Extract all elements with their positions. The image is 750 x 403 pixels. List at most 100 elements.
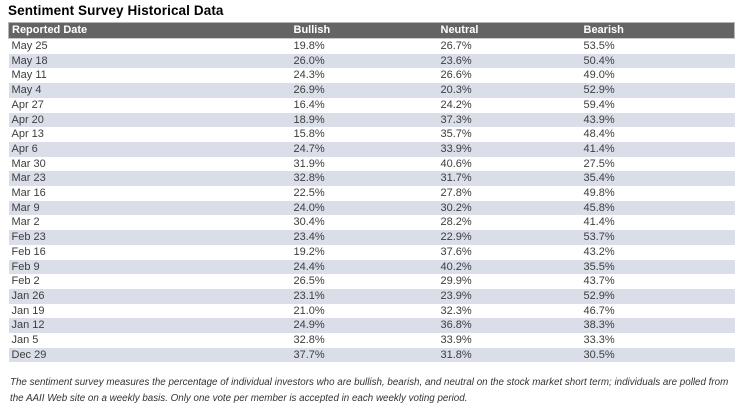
table-row: Jan 19 21.0% 32.3% 46.7%	[9, 304, 735, 319]
table-row: Apr 20 18.9% 37.3% 43.9%	[8, 112, 735, 128]
reported-date-cell: May 25	[11, 40, 48, 52]
percentage-cell: 22.9%	[440, 231, 472, 244]
reported-date-cell: Apr 20	[11, 113, 44, 126]
percentage-cell: 40.6%	[440, 157, 472, 170]
table-row: Mar 9 24.0% 30.2% 45.8%	[8, 200, 735, 216]
percentage-cell: 37.6%	[440, 245, 472, 258]
percentage-cell: 45.8%	[583, 201, 615, 214]
percentage-cell: 30.4%	[293, 216, 325, 229]
percentage-cell: 29.9%	[440, 275, 472, 288]
table-row: Feb 2 26.5% 29.9% 43.7%	[9, 274, 735, 289]
reported-date-cell: Mar 2	[11, 216, 40, 229]
table-row: Dec 29 37.7% 31.8% 30.5%	[8, 347, 735, 363]
percentage-cell: 41.4%	[583, 142, 615, 155]
table-row: Apr 6 24.7% 33.9% 41.4%	[8, 141, 735, 157]
reported-date-cell: Jan 5	[11, 334, 39, 347]
percentage-cell: 23.1%	[293, 289, 325, 302]
percentage-cell: 30.2%	[440, 201, 472, 214]
percentage-cell: 26.0%	[293, 54, 325, 67]
percentage-cell: 49.0%	[583, 69, 615, 82]
percentage-cell: 46.7%	[583, 304, 615, 317]
percentage-cell: 20.3%	[440, 84, 472, 97]
percentage-cell: 36.8%	[440, 319, 472, 332]
percentage-cell: 16.4%	[293, 98, 325, 111]
percentage-cell: 53.7%	[583, 231, 615, 244]
percentage-cell: 23.6%	[440, 54, 472, 67]
percentage-cell: 43.7%	[583, 275, 615, 288]
table-row: Jan 5 32.8% 33.9% 33.3%	[9, 333, 735, 348]
percentage-cell: 37.3%	[440, 113, 472, 126]
percentage-cell: 35.7%	[440, 128, 472, 141]
page-title: Sentiment Survey Historical Data	[8, 3, 224, 18]
percentage-cell: 19.8%	[293, 40, 325, 52]
table-row: Mar 23 32.8% 31.7% 35.4%	[8, 171, 735, 187]
reported-date-cell: May 11	[11, 69, 47, 82]
percentage-cell: 33.9%	[440, 142, 472, 155]
col-header-bullish: Bullish	[290, 22, 438, 39]
table-row: Feb 23 23.4% 22.9% 53.7%	[8, 230, 735, 245]
percentage-cell: 31.8%	[440, 348, 472, 361]
reported-date-cell: Feb 2	[11, 275, 40, 288]
percentage-cell: 43.9%	[583, 113, 615, 126]
percentage-cell: 49.8%	[583, 187, 615, 200]
percentage-cell: 32.3%	[440, 304, 472, 317]
percentage-cell: 28.2%	[440, 216, 472, 229]
percentage-cell: 27.5%	[583, 157, 615, 170]
percentage-cell: 38.3%	[583, 319, 615, 332]
percentage-cell: 26.7%	[440, 40, 472, 52]
percentage-cell: 26.6%	[440, 69, 472, 82]
footnote: The sentiment survey measures the percen…	[10, 377, 729, 403]
percentage-cell: 33.9%	[440, 334, 472, 347]
percentage-cell: 32.8%	[293, 172, 325, 185]
percentage-cell: 52.9%	[583, 84, 615, 97]
reported-date-cell: May 18	[11, 54, 48, 67]
reported-date-cell: Dec 29	[11, 348, 47, 361]
percentage-cell: 24.0%	[293, 201, 325, 214]
reported-date-cell: Mar 16	[11, 187, 46, 200]
percentage-cell: 40.2%	[440, 260, 472, 273]
col-header-reported-date: Reported Date	[8, 22, 291, 39]
percentage-cell: 18.9%	[293, 113, 325, 126]
table-row: May 4 26.9% 20.3% 52.9%	[8, 83, 735, 98]
reported-date-cell: Mar 9	[11, 201, 40, 214]
reported-date-cell: Mar 23	[11, 172, 46, 185]
percentage-cell: 43.2%	[583, 245, 615, 258]
col-header-bearish: Bearish	[580, 22, 735, 39]
sentiment-table: Reported Date Bullish Neutral Bearish Ma…	[8, 22, 735, 363]
percentage-cell: 15.8%	[293, 128, 325, 141]
reported-date-cell: Jan 12	[11, 319, 45, 332]
reported-date-cell: May 4	[11, 84, 42, 97]
percentage-cell: 24.3%	[293, 69, 325, 82]
percentage-cell: 30.5%	[583, 348, 615, 361]
percentage-cell: 22.5%	[293, 187, 325, 200]
reported-date-cell: Apr 6	[11, 142, 38, 155]
percentage-cell: 26.5%	[293, 275, 325, 288]
percentage-cell: 52.9%	[583, 289, 615, 302]
percentage-cell: 23.4%	[293, 231, 325, 244]
percentage-cell: 41.4%	[583, 216, 615, 229]
percentage-cell: 33.3%	[583, 334, 615, 347]
table-row: Mar 30 31.9% 40.6% 27.5%	[9, 157, 735, 172]
percentage-cell: 24.9%	[293, 319, 325, 332]
percentage-cell: 35.5%	[583, 260, 615, 273]
percentage-cell: 21.0%	[293, 304, 325, 317]
table-row: May 18 26.0% 23.6% 50.4%	[8, 53, 735, 69]
reported-date-cell: Jan 19	[11, 304, 45, 317]
percentage-cell: 24.2%	[440, 98, 472, 111]
percentage-cell: 37.7%	[293, 348, 325, 361]
table-row: Feb 9 24.4% 40.2% 35.5%	[8, 259, 735, 275]
percentage-cell: 27.8%	[440, 187, 472, 200]
table-row: May 11 24.3% 26.6% 49.0%	[9, 68, 735, 83]
table-row: Feb 16 19.2% 37.6% 43.2%	[9, 245, 735, 260]
percentage-cell: 53.5%	[583, 40, 615, 52]
percentage-cell: 24.7%	[293, 142, 325, 155]
percentage-cell: 24.4%	[293, 260, 325, 273]
table-body: May 25 19.8% 26.7% 53.5% May 18 26.0% 23.6% 50.…	[8, 39, 735, 363]
reported-date-cell: Feb 16	[11, 245, 46, 258]
percentage-cell: 50.4%	[583, 54, 615, 67]
table-header: Reported Date Bullish Neutral Bearish	[8, 22, 735, 39]
percentage-cell: 59.4%	[583, 98, 615, 111]
percentage-cell: 32.8%	[293, 334, 325, 347]
percentage-cell: 19.2%	[293, 245, 325, 258]
